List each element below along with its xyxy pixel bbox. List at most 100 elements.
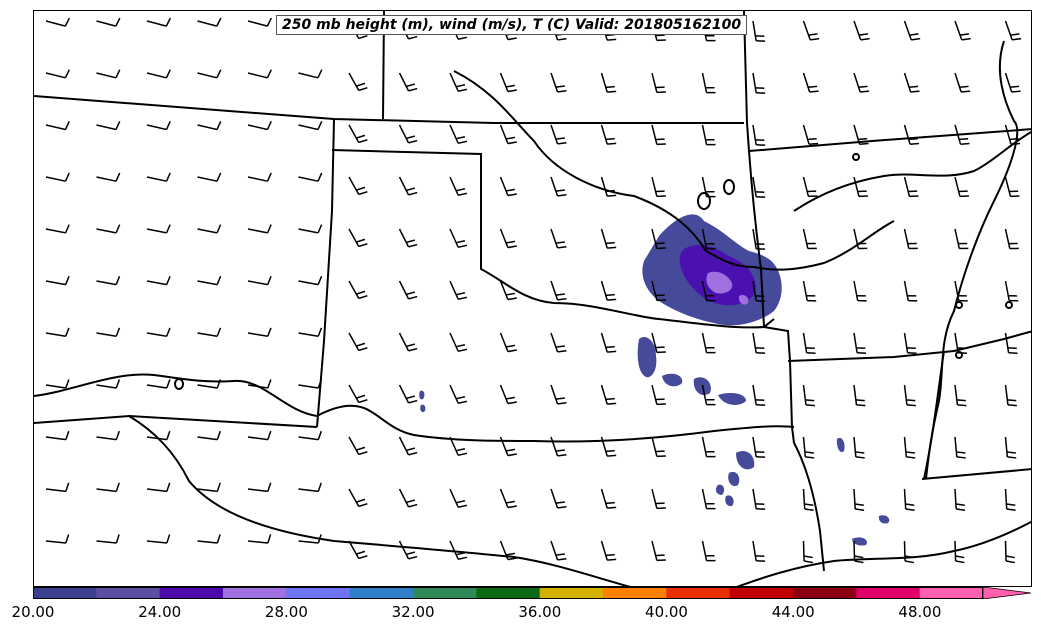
wind-barb bbox=[247, 275, 272, 286]
colorbar-tick-label: 24.00 bbox=[138, 603, 182, 621]
wind-barb bbox=[197, 224, 222, 234]
colorbar-segment bbox=[413, 587, 477, 599]
colorbar-segment bbox=[96, 587, 161, 599]
wind-barb bbox=[96, 172, 121, 182]
wind-barb bbox=[853, 332, 867, 354]
colorbar-segment bbox=[919, 587, 984, 599]
wind-barb bbox=[550, 488, 567, 509]
wind-barb bbox=[348, 332, 368, 352]
wind-barb bbox=[550, 72, 567, 93]
wind-barb bbox=[45, 482, 70, 493]
wind-barb bbox=[247, 17, 273, 27]
wind-barb bbox=[802, 20, 820, 41]
wind-barb bbox=[197, 430, 222, 441]
wind-barb bbox=[146, 121, 171, 131]
map-canvas bbox=[34, 11, 1031, 586]
wind-barb bbox=[1004, 384, 1017, 407]
wind-barb bbox=[903, 124, 920, 145]
wind-barb bbox=[600, 228, 617, 249]
wind-barb bbox=[449, 540, 468, 560]
wind-barb bbox=[853, 488, 865, 512]
wind-barb bbox=[1004, 124, 1021, 145]
wind-barb bbox=[600, 436, 617, 457]
wind-barb bbox=[954, 228, 969, 250]
wind-barb bbox=[348, 384, 368, 404]
wind-barb bbox=[903, 332, 917, 354]
wind-barb bbox=[146, 275, 171, 286]
wind-barb bbox=[197, 379, 222, 389]
wind-barb bbox=[398, 488, 418, 508]
wind-barb bbox=[802, 384, 815, 407]
wind-barb bbox=[499, 124, 517, 145]
wind-barb bbox=[701, 384, 716, 406]
wind-barb bbox=[298, 224, 323, 234]
wind-barb bbox=[954, 384, 967, 407]
wind-barb bbox=[550, 540, 567, 561]
wind-barb bbox=[247, 69, 272, 79]
wind-barb bbox=[499, 228, 517, 249]
wind-barb bbox=[752, 332, 766, 354]
wind-barb bbox=[550, 228, 567, 249]
wind-barb bbox=[1004, 20, 1022, 41]
wind-barb bbox=[550, 124, 567, 145]
wind-barb bbox=[298, 69, 323, 79]
wind-barb bbox=[802, 332, 816, 354]
wind-barb bbox=[903, 280, 918, 302]
wind-barb bbox=[752, 176, 766, 198]
wind-barb bbox=[298, 379, 323, 389]
wind-barb bbox=[197, 121, 222, 131]
wind-barb bbox=[651, 540, 666, 562]
wind-barb bbox=[651, 436, 666, 458]
wind-barb bbox=[398, 228, 418, 248]
colorbar bbox=[33, 587, 1032, 599]
wind-barb bbox=[903, 20, 921, 41]
wind-barb bbox=[1004, 176, 1020, 198]
wind-barb bbox=[550, 280, 567, 301]
wind-barb bbox=[146, 534, 171, 544]
wind-barb bbox=[600, 540, 617, 561]
wind-barb bbox=[701, 332, 716, 354]
wind-barb bbox=[96, 430, 121, 441]
wind-barb bbox=[752, 540, 766, 562]
wind-barb bbox=[651, 228, 666, 250]
wind-barb bbox=[752, 72, 766, 94]
colorbar-segment bbox=[856, 587, 921, 599]
wind-barb bbox=[146, 430, 171, 441]
wind-barb bbox=[701, 280, 716, 302]
colorbar-extend-arrow bbox=[982, 587, 1032, 599]
wind-barb bbox=[499, 384, 517, 405]
wind-barb bbox=[1004, 540, 1016, 564]
wind-barb bbox=[348, 176, 368, 196]
wind-barb bbox=[701, 228, 716, 250]
colorbar-segment bbox=[603, 587, 667, 599]
wind-barb bbox=[701, 176, 716, 198]
wind-barb bbox=[752, 228, 766, 250]
colorbar-segment bbox=[539, 587, 604, 599]
wind-barbs bbox=[45, 17, 1022, 564]
wind-barb bbox=[449, 280, 468, 300]
wind-barb bbox=[903, 176, 919, 198]
wind-barb bbox=[651, 384, 666, 406]
wind-barb bbox=[45, 275, 70, 286]
wind-barb bbox=[1004, 436, 1017, 459]
wind-barb bbox=[853, 124, 869, 145]
colorbar-outline bbox=[33, 587, 983, 599]
colorbar-segment bbox=[223, 587, 287, 599]
wind-barb bbox=[853, 228, 868, 250]
wind-barb bbox=[954, 124, 970, 145]
wind-barb bbox=[954, 332, 968, 354]
wind-barb bbox=[298, 327, 323, 338]
wind-barb bbox=[146, 482, 171, 493]
wind-barb bbox=[600, 72, 617, 93]
wind-barb bbox=[701, 72, 716, 94]
wind-barb bbox=[701, 488, 716, 510]
wind-barb bbox=[550, 176, 567, 197]
wind-barb bbox=[96, 224, 121, 234]
wind-barb bbox=[802, 176, 818, 198]
wind-barb bbox=[96, 121, 121, 131]
wind-barb bbox=[398, 384, 418, 404]
colorbar-segment bbox=[476, 587, 541, 599]
wind-barb bbox=[398, 332, 418, 352]
colorbar-tick-label: 48.00 bbox=[898, 603, 942, 621]
wind-barb bbox=[752, 280, 766, 302]
